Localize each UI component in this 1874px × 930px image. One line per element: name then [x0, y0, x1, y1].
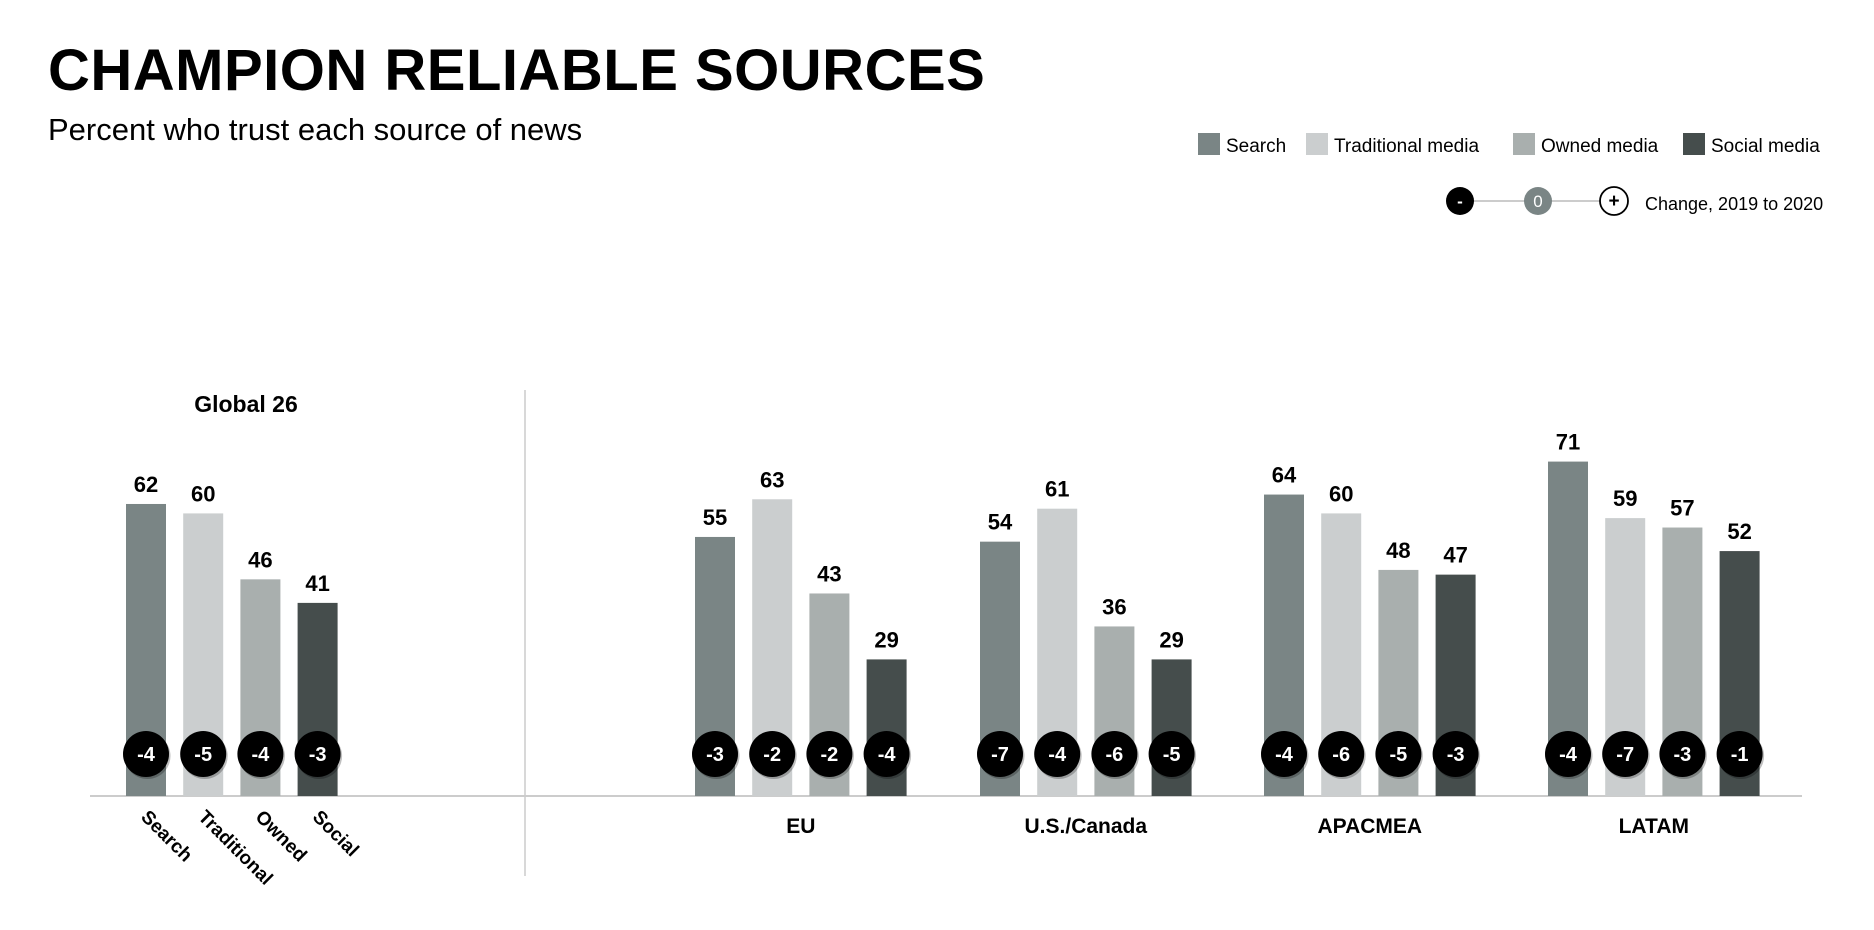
latam-owned-change-value: -3: [1674, 744, 1692, 766]
u-s-canada-search-change-value: -7: [991, 744, 1009, 766]
x-tick-label-social: Social: [308, 807, 362, 861]
apacmea-search-value-label: 64: [1272, 463, 1297, 488]
u-s-canada-owned-value-label: 36: [1102, 594, 1126, 619]
global-search-change-value: -4: [137, 744, 156, 766]
eu-search-change-value: -3: [706, 744, 724, 766]
negative-change-marker: [1446, 187, 1474, 215]
global-search-change-badge: [123, 731, 169, 777]
latam-search-value-label: 71: [1556, 430, 1580, 455]
u-s-canada-owned-change-value: -6: [1106, 744, 1124, 766]
legend-swatch-owned-media: [1513, 133, 1535, 155]
latam-search-change-value: -4: [1559, 744, 1578, 766]
u-s-canada-traditional-value-label: 61: [1045, 477, 1069, 502]
eu-owned-change-badge: [806, 731, 853, 777]
region-label-eu: EU: [786, 815, 815, 838]
u-s-canada-search-value-label: 54: [988, 510, 1013, 535]
legend-swatch-traditional-media: [1306, 133, 1328, 155]
latam-social-change-value: -1: [1731, 744, 1749, 766]
latam-traditional-value-label: 59: [1613, 486, 1637, 511]
u-s-canada-search-change-badge: [977, 731, 1023, 777]
apacmea-traditional-value-label: 60: [1329, 481, 1353, 506]
u-s-canada-owned-change-badge: [1091, 731, 1138, 777]
legend-label-social-media: Social media: [1711, 136, 1820, 157]
global-social-change-value: -3: [309, 744, 327, 766]
legend-label-traditional-media: Traditional media: [1334, 136, 1479, 157]
zero-change-symbol: 0: [1533, 192, 1542, 211]
latam-traditional-change-value: -7: [1616, 744, 1634, 766]
global-search-value-label: 62: [134, 472, 158, 497]
u-s-canada-social-value-label: 29: [1159, 627, 1183, 652]
apacmea-social-value-label: 47: [1443, 543, 1467, 568]
latam-owned-change-badge: [1659, 731, 1706, 777]
eu-search-change-badge: [692, 731, 738, 777]
apacmea-owned-value-label: 48: [1386, 538, 1410, 563]
latam-social-change-badge: [1716, 731, 1763, 777]
u-s-canada-traditional-change-badge: [1034, 731, 1081, 777]
eu-social-change-value: -4: [878, 744, 897, 766]
eu-owned-change-value: -2: [821, 744, 839, 766]
page-title: CHAMPION RELIABLE SOURCES: [48, 38, 986, 103]
legend-label-owned-media: Owned media: [1541, 136, 1659, 157]
eu-traditional-change-badge: [749, 731, 796, 777]
positive-change-marker: [1599, 186, 1629, 216]
positive-change-symbol: +: [1608, 191, 1619, 212]
eu-traditional-value-label: 63: [760, 467, 784, 492]
global-owned-value-label: 46: [248, 547, 272, 572]
zero-change-marker: [1524, 187, 1552, 215]
apacmea-search-change-badge: [1261, 731, 1307, 777]
global-traditional-value-label: 60: [191, 481, 215, 506]
eu-social-value-label: 29: [874, 627, 898, 652]
eu-social-change-badge: [863, 731, 910, 777]
change-legend: - 0 + Change, 2019 to 2020: [1446, 186, 1823, 216]
global-traditional-change-badge: [180, 731, 227, 777]
u-s-canada-social-change-badge: [1148, 731, 1195, 777]
apacmea-traditional-change-value: -6: [1332, 744, 1350, 766]
latam-owned-value-label: 57: [1670, 496, 1694, 521]
u-s-canada-traditional-change-value: -4: [1048, 744, 1067, 766]
apacmea-search-change-value: -4: [1275, 744, 1294, 766]
negative-change-symbol: -: [1457, 192, 1463, 211]
global-social-change-badge: [294, 731, 341, 777]
apacmea-social-change-value: -3: [1447, 744, 1465, 766]
eu-traditional-change-value: -2: [763, 744, 781, 766]
region-label-u-s-canada: U.S./Canada: [1025, 815, 1148, 838]
latam-search-change-badge: [1545, 731, 1591, 777]
u-s-canada-social-change-value: -5: [1163, 744, 1181, 766]
x-tick-label-search: Search: [136, 807, 196, 867]
eu-owned-value-label: 43: [817, 561, 841, 586]
series-legend: Search Traditional media Owned media Social…: [1198, 133, 1820, 157]
page-subtitle: Percent who trust each source of news: [48, 112, 583, 147]
latam-traditional-change-badge: [1602, 731, 1649, 777]
global-traditional-change-value: -5: [194, 744, 212, 766]
apacmea-traditional-change-badge: [1318, 731, 1365, 777]
legend-swatch-social-media: [1683, 133, 1705, 155]
global-social-value-label: 41: [305, 571, 329, 596]
latam-social-value-label: 52: [1727, 519, 1751, 544]
global-owned-change-badge: [237, 731, 284, 777]
global-owned-change-value: -4: [252, 744, 271, 766]
change-legend-label: Change, 2019 to 2020: [1645, 194, 1823, 214]
apacmea-owned-change-badge: [1375, 731, 1422, 777]
global-group-label: Global 26: [194, 391, 298, 417]
apacmea-social-change-badge: [1432, 731, 1479, 777]
legend-swatch-search: [1198, 133, 1220, 155]
apacmea-owned-change-value: -5: [1390, 744, 1408, 766]
eu-search-value-label: 55: [703, 505, 727, 530]
region-label-latam: LATAM: [1619, 815, 1689, 838]
legend-label-search: Search: [1226, 136, 1286, 157]
region-label-apacmea: APACMEA: [1317, 815, 1422, 838]
